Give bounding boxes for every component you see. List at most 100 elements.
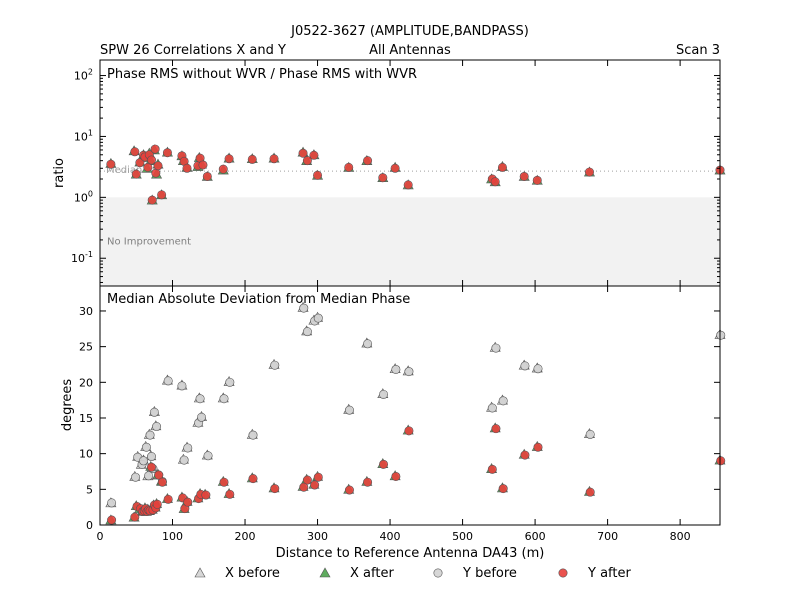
- no-improvement-region: [100, 197, 720, 286]
- point-mad-y-before: [313, 313, 323, 323]
- point-ratio-y-after: [224, 154, 234, 164]
- point-mad-y-before: [146, 452, 156, 462]
- point-ratio-y-after: [309, 150, 319, 160]
- point-ratio-y-after: [146, 155, 156, 165]
- point-mad-y-after: [248, 474, 258, 484]
- point-mad-y-before: [183, 443, 193, 453]
- point-mad-y-before: [270, 360, 280, 370]
- point-ratio-y-after: [490, 177, 500, 187]
- point-ratio-y-after: [298, 148, 308, 158]
- point-mad-y-before: [145, 430, 155, 440]
- legend-marker-x-before: [194, 567, 206, 578]
- point-mad-y-before: [299, 303, 309, 313]
- ytick-label: 102: [74, 68, 93, 83]
- ytick-label: 10: [79, 448, 93, 461]
- legend-marker-x-after: [319, 567, 331, 578]
- legend-label-x-before: X before: [225, 566, 280, 581]
- no-improvement-label: No Improvement: [107, 236, 191, 247]
- ratio-panel-title: Phase RMS without WVR / Phase RMS with W…: [107, 67, 417, 82]
- point-ratio-y-after: [157, 190, 167, 200]
- point-mad-y-before: [195, 394, 205, 404]
- point-mad-y-before: [363, 339, 373, 349]
- point-mad-y-before: [131, 472, 141, 482]
- point-mad-y-after: [491, 424, 501, 434]
- point-ratio-y-after: [130, 147, 140, 157]
- point-mad-y-after: [201, 490, 211, 500]
- mad-panel-title: Median Absolute Deviation from Median Ph…: [107, 292, 410, 307]
- point-mad-y-after: [302, 475, 312, 485]
- point-ratio-y-after: [131, 169, 141, 179]
- legend-label-y-after: Y after: [587, 566, 631, 581]
- point-mad-y-before: [141, 442, 151, 452]
- point-mad-y-before: [152, 422, 162, 432]
- point-ratio-y-after: [143, 162, 153, 172]
- point-ratio-y-after: [584, 167, 594, 177]
- xtick-label: 700: [597, 530, 618, 543]
- point-ratio-y-after: [247, 154, 257, 164]
- point-ratio-y-after: [147, 195, 157, 205]
- point-ratio-y-after: [269, 154, 279, 164]
- xtick-label: 600: [525, 530, 546, 543]
- point-mad-y-before: [144, 471, 154, 481]
- xtick-label: 800: [670, 530, 691, 543]
- mad-panel: 0 5 10 15 20 25 30 0 100 200 300 400 500 600 700 800 M…: [60, 60, 726, 561]
- point-mad-y-before: [498, 396, 508, 406]
- point-ratio-y-after: [363, 156, 373, 166]
- point-ratio-y-after: [519, 171, 529, 181]
- point-ratio-y-after: [532, 175, 542, 185]
- header-center: All Antennas: [369, 43, 451, 58]
- point-mad-y-before: [520, 361, 530, 371]
- ytick-label: 100: [74, 189, 93, 204]
- ytick-label: 20: [79, 376, 93, 389]
- point-ratio-y-after: [198, 160, 208, 170]
- point-ratio-y-after: [302, 156, 312, 166]
- point-mad-y-after: [585, 487, 595, 497]
- point-mad-y-before: [391, 364, 401, 374]
- point-mad-y-before: [491, 343, 501, 353]
- point-ratio-y-after: [153, 161, 163, 171]
- point-mad-y-after: [310, 480, 320, 490]
- point-mad-y-before: [107, 498, 117, 508]
- point-mad-y-after: [154, 470, 164, 480]
- point-mad-y-after: [157, 477, 167, 487]
- ytick-label: 0: [86, 519, 93, 532]
- xtick-label: 300: [307, 530, 328, 543]
- xtick-label: 100: [162, 530, 183, 543]
- xtick-label: 400: [380, 530, 401, 543]
- point-mad-y-after: [270, 484, 280, 494]
- point-ratio-y-after: [497, 162, 507, 172]
- point-mad-y-after: [163, 494, 173, 504]
- ytick-label: 15: [79, 412, 93, 425]
- ratio-panel: Median No Improvement 10-1 100 101 102 Phas…: [52, 59, 726, 287]
- point-mad-y-before: [219, 394, 229, 404]
- point-mad-y-before: [203, 451, 213, 461]
- point-mad-y-after: [225, 489, 235, 499]
- figure-title: J0522-3627 (AMPLITUDE,BANDPASS): [290, 24, 529, 39]
- ratio-ylabel: ratio: [52, 158, 67, 188]
- legend-label-y-before: Y before: [462, 566, 517, 581]
- mad-ylabel: degrees: [60, 379, 75, 432]
- point-mad-y-before: [404, 367, 414, 377]
- point-mad-y-after: [107, 515, 117, 525]
- point-mad-y-after: [130, 512, 140, 522]
- point-mad-y-after: [363, 477, 373, 487]
- point-ratio-y-after: [135, 158, 145, 168]
- point-ratio-y-after: [150, 144, 160, 154]
- point-mad-y-after: [498, 484, 508, 494]
- point-mad-y-before: [585, 429, 595, 439]
- point-ratio-y-after: [218, 164, 228, 174]
- point-ratio-y-after: [162, 148, 172, 158]
- point-mad-y-before: [163, 376, 173, 386]
- point-mad-y-before: [139, 456, 149, 466]
- point-ratio-y-after: [344, 162, 354, 172]
- legend-marker-y-after: [558, 568, 568, 578]
- legend: X before X after Y before Y after: [194, 566, 631, 581]
- point-mad-y-before: [379, 389, 389, 399]
- point-mad-y-before: [179, 455, 189, 465]
- ytick-label: 5: [86, 483, 93, 496]
- ytick-label: 10-1: [71, 250, 93, 265]
- point-ratio-y-after: [390, 163, 400, 173]
- ytick-label: 30: [79, 305, 93, 318]
- point-mad-y-after: [219, 477, 229, 487]
